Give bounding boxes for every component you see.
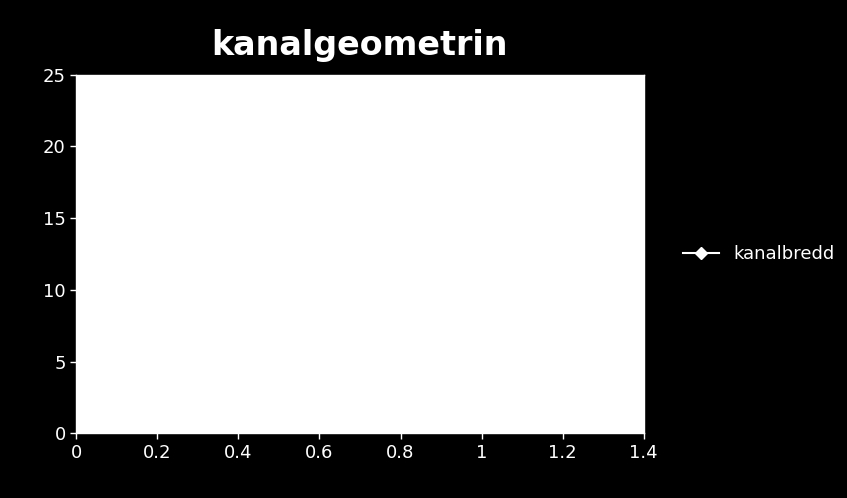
Legend: kanalbredd: kanalbredd: [675, 238, 842, 270]
Title: kanalgeometrin: kanalgeometrin: [212, 29, 508, 62]
